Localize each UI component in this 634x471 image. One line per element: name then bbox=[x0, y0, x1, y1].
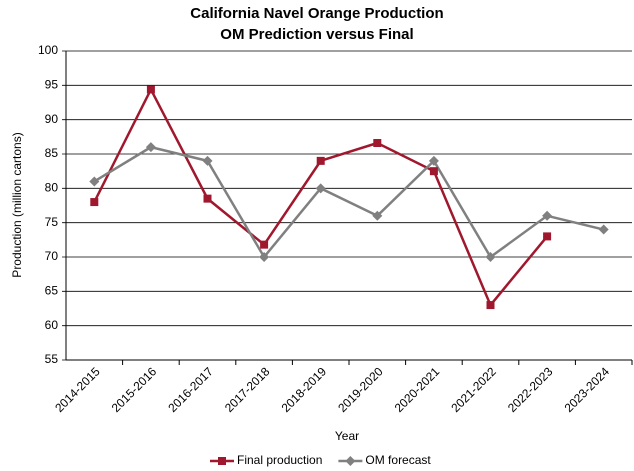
y-tick-label: 80 bbox=[45, 181, 59, 195]
y-tick-label: 55 bbox=[45, 352, 59, 366]
x-tick-label: 2020-2021 bbox=[392, 364, 443, 415]
y-tick-label: 95 bbox=[45, 78, 59, 92]
data-point bbox=[486, 301, 495, 310]
chart-subtitle: OM Prediction versus Final bbox=[220, 26, 413, 43]
data-point bbox=[260, 240, 269, 249]
y-tick-label: 65 bbox=[45, 284, 59, 298]
series-line bbox=[93, 145, 604, 260]
data-point bbox=[203, 194, 212, 203]
data-point bbox=[485, 252, 496, 262]
y-tick-label: 75 bbox=[45, 215, 59, 229]
x-tick-label: 2021-2022 bbox=[448, 364, 499, 415]
y-tick-label: 85 bbox=[45, 146, 59, 160]
data-point bbox=[146, 85, 155, 94]
x-tick-label: 2022-2023 bbox=[505, 364, 556, 415]
chart-title: California Navel Orange Production bbox=[190, 5, 443, 22]
x-tick-label: 2018-2019 bbox=[279, 364, 330, 415]
data-point bbox=[373, 139, 382, 148]
data-point bbox=[372, 210, 383, 221]
x-tick-label: 2023-2024 bbox=[562, 364, 613, 415]
legend-label: Final production bbox=[237, 453, 322, 467]
legend-marker bbox=[345, 456, 356, 466]
data-point bbox=[428, 155, 439, 166]
x-tick-label: 2016-2017 bbox=[165, 364, 216, 415]
data-point bbox=[598, 224, 609, 235]
data-point bbox=[145, 142, 156, 153]
x-tick-label: 2017-2018 bbox=[222, 364, 273, 415]
y-axis-label: Production (million cartons) bbox=[10, 132, 24, 277]
legend-marker bbox=[218, 457, 226, 465]
data-point bbox=[543, 232, 552, 241]
data-point bbox=[429, 167, 438, 176]
data-point bbox=[90, 198, 99, 207]
x-tick-label: 2015-2016 bbox=[109, 364, 160, 415]
x-axis-label: Year bbox=[335, 429, 359, 443]
data-point bbox=[542, 210, 553, 221]
data-point bbox=[259, 252, 270, 262]
y-tick-label: 100 bbox=[38, 43, 58, 57]
data-point bbox=[202, 155, 213, 166]
y-tick-label: 70 bbox=[45, 249, 59, 263]
y-tick-label: 90 bbox=[45, 112, 59, 126]
series-line bbox=[93, 86, 549, 308]
y-tick-label: 60 bbox=[45, 318, 59, 332]
legend-label: OM forecast bbox=[365, 453, 431, 467]
x-tick-label: 2019-2020 bbox=[335, 364, 386, 415]
data-point bbox=[315, 183, 326, 194]
data-point bbox=[89, 176, 100, 187]
data-point bbox=[316, 156, 325, 165]
x-tick-label: 2014-2015 bbox=[52, 364, 103, 415]
